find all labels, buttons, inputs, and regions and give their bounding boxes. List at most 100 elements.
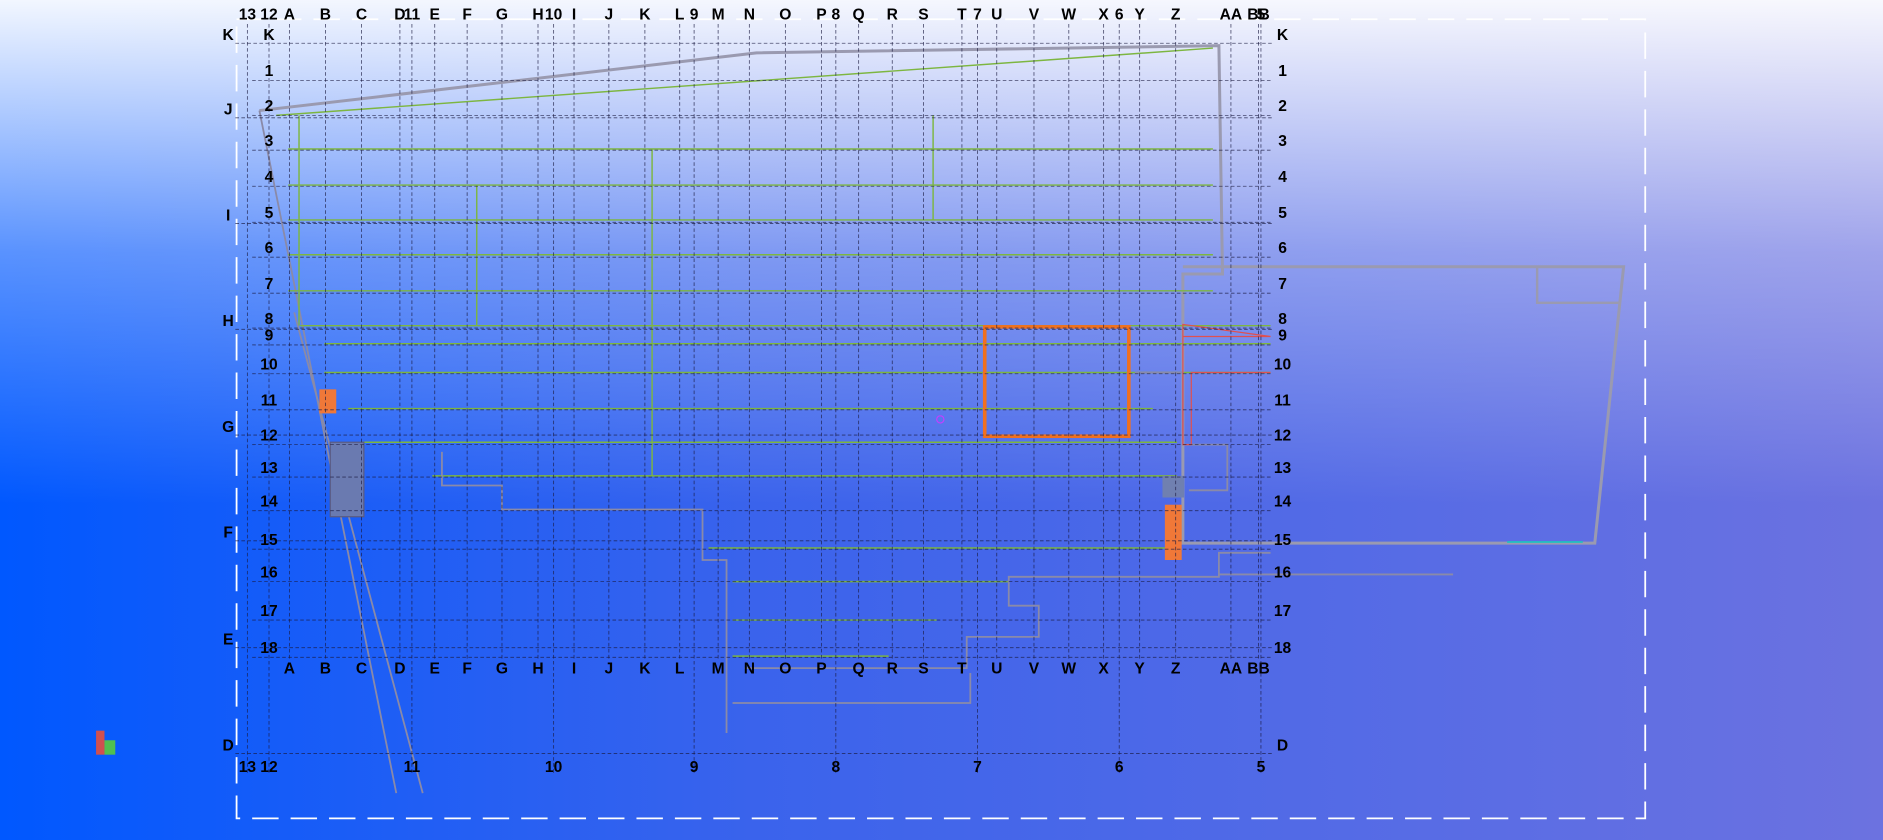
grid-label: J	[224, 102, 233, 119]
grid-label: U	[991, 7, 1002, 24]
grid-label: B	[320, 660, 331, 677]
grid-label: D	[223, 737, 234, 754]
wall	[744, 551, 1271, 670]
grid-label: 6	[1115, 7, 1124, 24]
grid-label: P	[816, 7, 826, 24]
grid-label: 14	[260, 493, 278, 510]
grid-label: N	[744, 7, 755, 24]
grid-label: 10	[545, 759, 563, 776]
grid-label: H	[532, 660, 543, 677]
grid-label: BB	[1247, 7, 1270, 24]
grid-label: B	[320, 7, 331, 24]
grid-label: A	[284, 7, 295, 24]
grid-label: U	[991, 660, 1002, 677]
grid-label: C	[356, 660, 367, 677]
grid-label: I	[572, 7, 576, 24]
grid-label: W	[1061, 660, 1076, 677]
grid-label: 8	[1278, 311, 1287, 328]
stair	[329, 441, 365, 518]
grid-label: 12	[260, 427, 278, 444]
grid-label: 17	[260, 603, 277, 620]
grid-label: 15	[260, 532, 278, 549]
grid-label: G	[496, 7, 508, 24]
grid-label: 12	[260, 7, 278, 24]
grid-label: C	[356, 7, 367, 24]
grid-label: K	[263, 27, 275, 44]
grid-label: S	[918, 7, 928, 24]
model-geometry	[96, 18, 1647, 820]
grid-label: 8	[831, 759, 840, 776]
grid-label: 18	[260, 640, 278, 657]
grid-label: 16	[1274, 564, 1292, 581]
grid-label: 7	[265, 276, 274, 293]
grid-label: 13	[1274, 460, 1292, 477]
grid-label: V	[1029, 7, 1040, 24]
grid-label: Y	[1134, 660, 1145, 677]
grid-label: 13	[260, 460, 278, 477]
marker	[936, 415, 945, 424]
grid-label: 5	[1257, 7, 1266, 24]
stair-orange	[319, 389, 337, 414]
grid-label: 6	[1115, 759, 1124, 776]
grid-label: E	[430, 7, 440, 24]
grid-label: Q	[853, 660, 865, 677]
grid-label: 1	[1278, 63, 1287, 80]
grid-label: D	[394, 7, 405, 24]
grid-label: BB	[1247, 660, 1270, 677]
grid-label: Q	[853, 7, 865, 24]
grid-label: G	[496, 660, 508, 677]
grid-label: P	[816, 660, 826, 677]
grid-label: 10	[260, 356, 278, 373]
grid-label: L	[675, 660, 685, 677]
grid-label: 9	[690, 759, 699, 776]
grid-label: 6	[265, 240, 274, 257]
grid-label: 9	[690, 7, 699, 24]
grid-label: M	[712, 660, 725, 677]
grid-label: 7	[973, 759, 982, 776]
grid-label: 5	[1257, 759, 1266, 776]
grid-label: 18	[1274, 640, 1292, 657]
grid-label: 2	[1278, 98, 1287, 115]
grid-label: H	[223, 313, 234, 330]
grid-label: 12	[1274, 427, 1292, 444]
wall	[1535, 266, 1619, 305]
grid-label: 7	[1278, 276, 1287, 293]
grid-label: W	[1061, 7, 1076, 24]
wall	[293, 312, 424, 794]
grid-label: 6	[1278, 240, 1287, 257]
grid-label: I	[226, 207, 230, 224]
grid-label: 11	[1274, 392, 1291, 409]
grid-label: 10	[1274, 356, 1292, 373]
grid-label: J	[605, 660, 614, 677]
building-outline	[259, 44, 1626, 545]
red-lines	[1182, 323, 1271, 446]
grid-label: Y	[1134, 7, 1145, 24]
grid-label: S	[918, 660, 928, 677]
grid-label: 11	[404, 759, 421, 776]
grid-label: E	[430, 660, 440, 677]
grid-label: K	[639, 7, 651, 24]
grid-label: M	[712, 7, 725, 24]
grid-label: X	[1098, 7, 1109, 24]
grid-label: 5	[265, 205, 274, 222]
grid-label: K	[639, 660, 651, 677]
grid-label: 12	[260, 759, 278, 776]
grid-label: F	[462, 7, 472, 24]
stair-orange	[1164, 504, 1182, 560]
grid-label: D	[394, 660, 405, 677]
grid-label: T	[957, 7, 967, 24]
grid-label: F	[462, 660, 472, 677]
grid-label: 7	[973, 7, 982, 24]
grid-label: K	[1277, 27, 1289, 44]
grid-label: AA	[1220, 660, 1243, 677]
grid-label: 16	[260, 564, 278, 581]
grid-label: O	[779, 660, 791, 677]
grid-label: V	[1029, 660, 1040, 677]
grid-label: R	[887, 7, 898, 24]
grid-label: 13	[239, 759, 257, 776]
wall	[441, 451, 728, 734]
selected-zone[interactable]	[982, 325, 1131, 439]
grid-label: N	[744, 660, 755, 677]
